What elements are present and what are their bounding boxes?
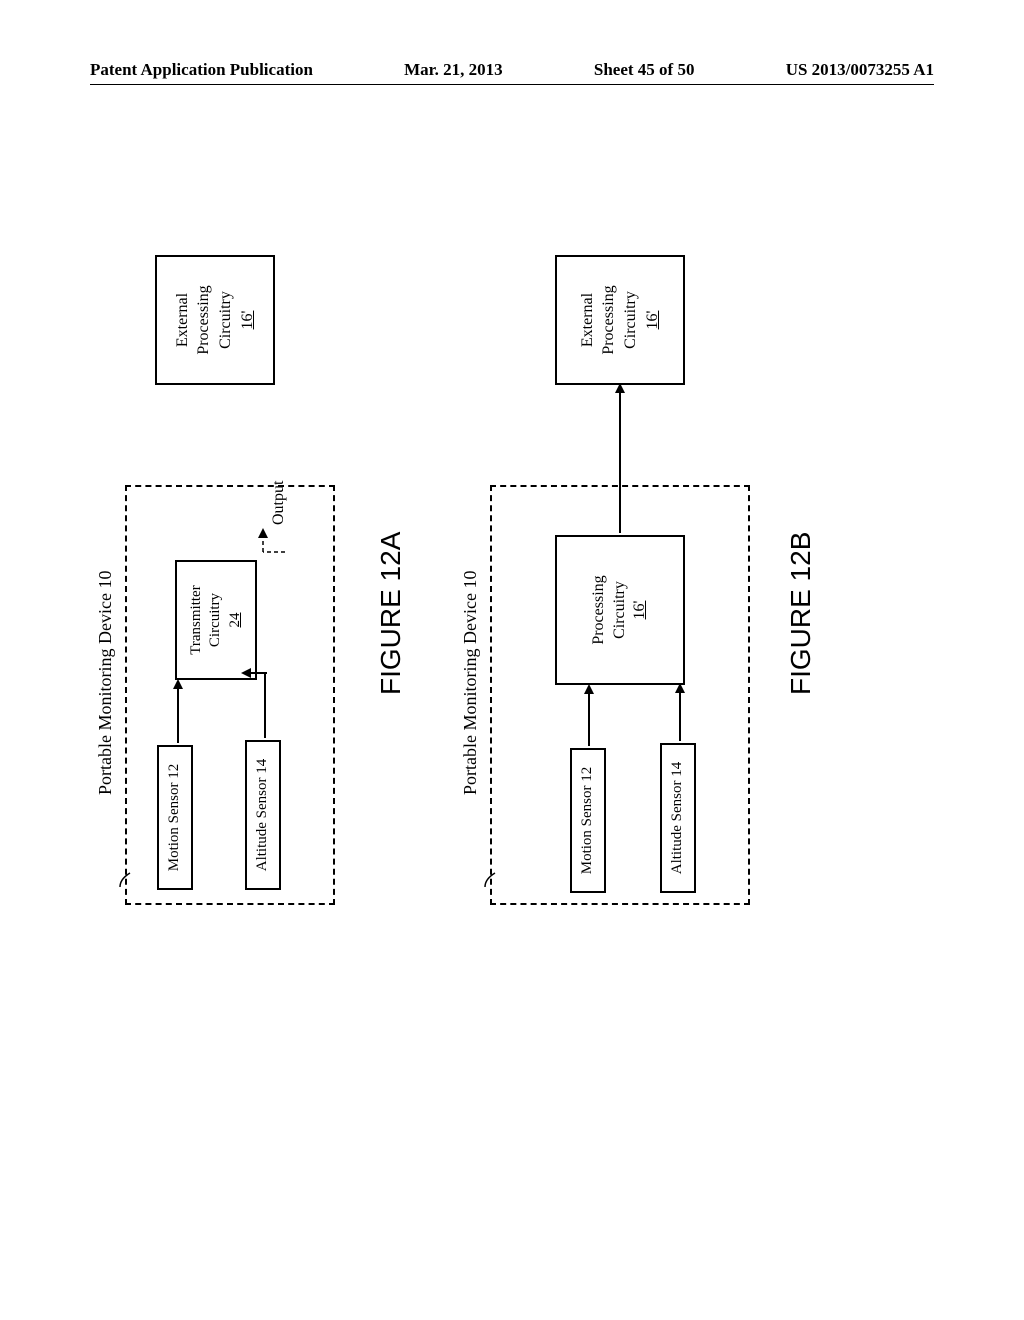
header-sheet: Sheet 45 of 50 (594, 60, 695, 80)
ext-a-line1: External (174, 293, 191, 347)
altitude-sensor-b: Altitude Sensor 14 (660, 743, 696, 893)
arrow-motion-trans-a (171, 679, 185, 743)
motion-sensor-a: Motion Sensor 12 (157, 745, 193, 890)
motion-sensor-b: Motion Sensor 12 (570, 748, 606, 893)
proc-b-line1: Processing (590, 575, 607, 644)
device-label-b: Portable Monitoring Device 10 (460, 571, 481, 795)
ext-b-line4: 16' (644, 311, 661, 330)
processing-b: Processing Circuitry 16' (555, 535, 685, 685)
header-date: Mar. 21, 2013 (404, 60, 503, 80)
rotated-canvas: Portable Monitoring Device 10 Motion Sen… (55, 355, 855, 915)
figure-12b: Portable Monitoring Device 10 Motion Sen… (460, 205, 780, 965)
ext-a-line3: Circuitry (217, 291, 234, 349)
ext-b-line2: Processing (600, 285, 617, 354)
ext-a-line4: 16' (239, 311, 256, 330)
figure-label-b: FIGURE 12B (785, 532, 817, 695)
header-pubnum: US 2013/0073255 A1 (786, 60, 934, 80)
ext-a-line2: Processing (195, 285, 212, 354)
header-rule (90, 84, 934, 85)
arrow-alt-proc-b (673, 683, 687, 741)
transmitter-line1: Transmitter (188, 585, 204, 654)
arrow-proc-ext-b (613, 383, 627, 533)
proc-b-line3: 16' (631, 601, 648, 620)
output-label-a: Output (270, 481, 288, 525)
arrow-alt-trans-a (241, 648, 275, 738)
ext-b-line1: External (579, 293, 596, 347)
transmitter-line2: Circuitry (207, 593, 223, 647)
external-proc-a: External Processing Circuitry 16' (155, 255, 275, 385)
device-label-a: Portable Monitoring Device 10 (95, 571, 116, 795)
arrow-output-a (255, 528, 285, 560)
transmitter-line3: 24 (227, 613, 243, 628)
figure-12a: Portable Monitoring Device 10 Motion Sen… (95, 205, 345, 965)
arrow-motion-proc-b (582, 684, 596, 746)
page-header: Patent Application Publication Mar. 21, … (0, 60, 1024, 80)
figure-label-a: FIGURE 12A (375, 532, 407, 695)
proc-b-line2: Circuitry (611, 581, 628, 639)
external-proc-b: External Processing Circuitry 16' (555, 255, 685, 385)
altitude-sensor-a: Altitude Sensor 14 (245, 740, 281, 890)
header-left: Patent Application Publication (90, 60, 313, 80)
ext-b-line3: Circuitry (622, 291, 639, 349)
